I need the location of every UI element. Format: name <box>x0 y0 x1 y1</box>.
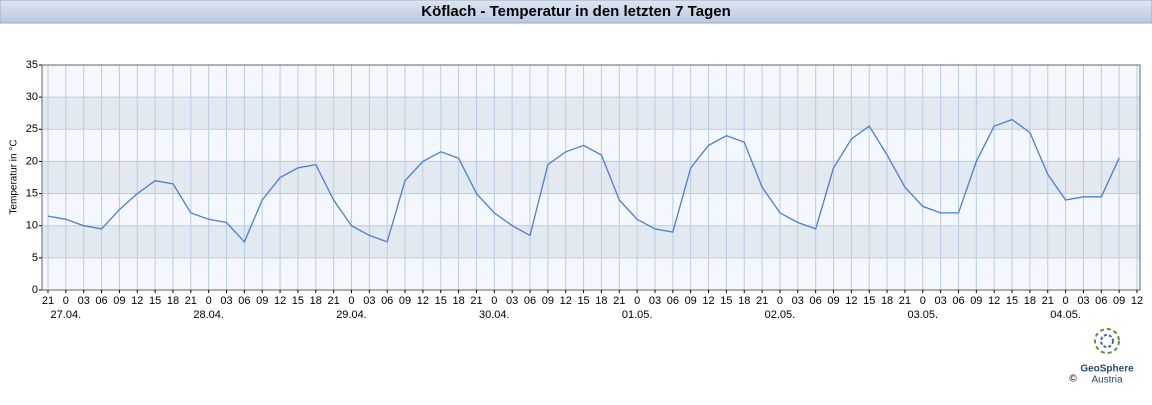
x-tick-label: 0 <box>634 295 640 307</box>
x-tick-label: 0 <box>348 295 354 307</box>
x-tick-label: 0 <box>777 295 783 307</box>
x-tick-label: 03 <box>1077 295 1089 307</box>
x-tick-label: 15 <box>292 295 304 307</box>
x-tick-label: 06 <box>810 295 822 307</box>
y-tick-label: 10 <box>26 220 38 232</box>
x-tick-label: 03 <box>934 295 946 307</box>
date-label: 04.05. <box>1050 309 1081 321</box>
x-tick-label: 21 <box>185 295 197 307</box>
x-tick-label: 15 <box>1006 295 1018 307</box>
x-tick-label: 18 <box>310 295 322 307</box>
logo-icon <box>1100 334 1114 348</box>
x-tick-label: 03 <box>220 295 232 307</box>
x-tick-label: 06 <box>95 295 107 307</box>
x-tick-label: 18 <box>1024 295 1036 307</box>
date-label: 03.05. <box>907 309 938 321</box>
x-tick-label: 06 <box>381 295 393 307</box>
x-tick-label: 18 <box>452 295 464 307</box>
y-axis-label: Temperatur in °C <box>9 139 20 214</box>
y-tick-label: 20 <box>26 155 38 167</box>
y-tick-label: 0 <box>32 284 38 296</box>
logo-name: GeoSphere <box>1080 364 1134 375</box>
grid-band <box>42 225 1140 258</box>
x-tick-label: 12 <box>845 295 857 307</box>
x-tick-label: 09 <box>1113 295 1125 307</box>
x-tick-label: 09 <box>970 295 982 307</box>
x-tick-label: 18 <box>738 295 750 307</box>
grid-band <box>42 161 1140 194</box>
date-label: 30.04. <box>479 309 510 321</box>
x-tick-label: 12 <box>560 295 572 307</box>
x-tick-label: 12 <box>702 295 714 307</box>
x-tick-label: 21 <box>613 295 625 307</box>
x-tick-label: 15 <box>577 295 589 307</box>
x-tick-label: 12 <box>131 295 143 307</box>
y-tick-label: 15 <box>26 187 38 199</box>
x-tick-label: 18 <box>595 295 607 307</box>
y-tick-label: 25 <box>26 123 38 135</box>
date-label: 02.05. <box>765 309 796 321</box>
x-tick-label: 03 <box>78 295 90 307</box>
logo-sub: Austria <box>1091 375 1123 386</box>
x-tick-label: 06 <box>667 295 679 307</box>
copyright: © <box>1069 374 1077 385</box>
x-tick-label: 21 <box>899 295 911 307</box>
x-tick-label: 15 <box>863 295 875 307</box>
x-tick-label: 0 <box>920 295 926 307</box>
chart-title: Köflach - Temperatur in den letzten 7 Ta… <box>421 3 731 20</box>
x-tick-label: 12 <box>1131 295 1143 307</box>
x-tick-label: 0 <box>1063 295 1069 307</box>
logo-icon <box>1094 328 1120 354</box>
x-tick-label: 09 <box>113 295 125 307</box>
x-tick-label: 03 <box>649 295 661 307</box>
y-tick-label: 30 <box>26 91 38 103</box>
x-tick-label: 03 <box>792 295 804 307</box>
x-tick-label: 12 <box>274 295 286 307</box>
x-tick-label: 21 <box>42 295 54 307</box>
x-tick-label: 06 <box>524 295 536 307</box>
x-tick-label: 21 <box>328 295 340 307</box>
x-tick-label: 18 <box>167 295 179 307</box>
date-label: 27.04. <box>51 309 82 321</box>
x-tick-label: 21 <box>756 295 768 307</box>
x-tick-label: 15 <box>720 295 732 307</box>
header-bar <box>0 0 1152 24</box>
y-tick-label: 35 <box>26 59 38 71</box>
x-tick-label: 03 <box>506 295 518 307</box>
x-tick-label: 15 <box>435 295 447 307</box>
y-tick-label: 5 <box>32 252 38 264</box>
x-tick-label: 09 <box>399 295 411 307</box>
x-tick-label: 09 <box>827 295 839 307</box>
plot-frame <box>41 64 1141 291</box>
x-tick-label: 12 <box>988 295 1000 307</box>
date-label: 01.05. <box>622 309 653 321</box>
x-tick-label: 12 <box>417 295 429 307</box>
x-tick-label: 06 <box>952 295 964 307</box>
x-tick-label: 06 <box>1095 295 1107 307</box>
x-tick-label: 15 <box>149 295 161 307</box>
date-label: 29.04. <box>336 309 367 321</box>
x-tick-label: 0 <box>63 295 69 307</box>
date-label: 28.04. <box>193 309 224 321</box>
x-tick-label: 0 <box>206 295 212 307</box>
x-tick-label: 03 <box>363 295 375 307</box>
x-tick-label: 09 <box>256 295 268 307</box>
x-tick-label: 06 <box>238 295 250 307</box>
x-tick-label: 18 <box>881 295 893 307</box>
x-tick-label: 09 <box>685 295 697 307</box>
x-tick-label: 09 <box>542 295 554 307</box>
x-tick-label: 21 <box>1042 295 1054 307</box>
temperature-line <box>47 118 1120 243</box>
x-tick-label: 21 <box>470 295 482 307</box>
grid-band <box>42 97 1140 130</box>
logo <box>1094 328 1120 354</box>
plot: 0 5 10 15 20 25 30 35 21 0 27.04. 03 06 09 12 15 18 21 0 28… <box>26 59 1143 321</box>
x-tick-label: 0 <box>491 295 497 307</box>
